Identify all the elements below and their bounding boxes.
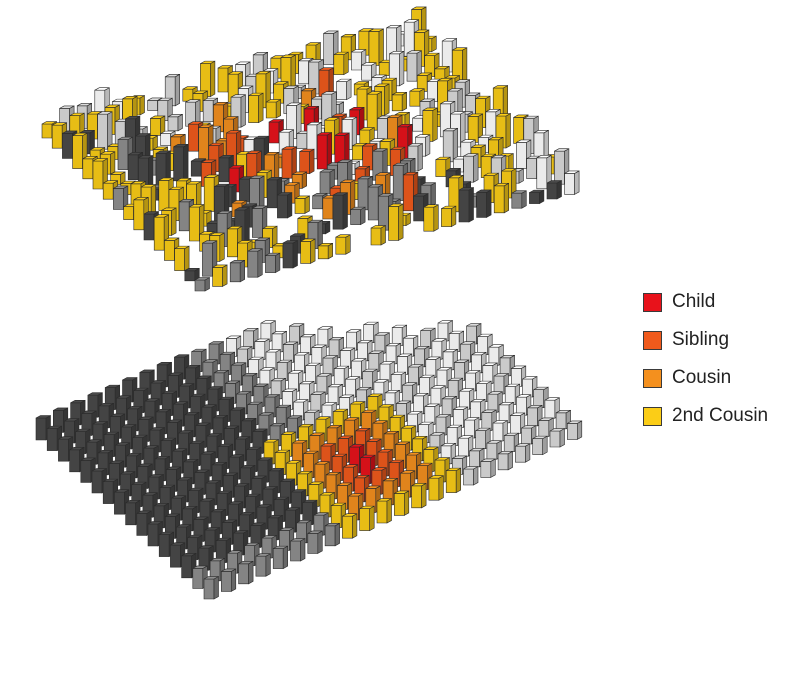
bar [567, 421, 582, 439]
bar [239, 561, 254, 583]
bar [230, 260, 245, 281]
bar [377, 499, 392, 523]
legend-swatch-2nd-cousin [643, 407, 662, 426]
bar [248, 249, 262, 277]
bar [441, 206, 456, 226]
bar [529, 190, 544, 203]
bar [498, 451, 512, 469]
bar [291, 539, 306, 561]
bar [464, 154, 479, 182]
legend-swatch-cousin [643, 369, 662, 388]
bar [336, 235, 351, 254]
bar [266, 100, 281, 118]
bar [195, 278, 210, 291]
bar [283, 241, 298, 268]
bar [342, 514, 357, 538]
bar [98, 112, 113, 149]
bar [334, 52, 349, 74]
legend-label-child: Child [672, 291, 715, 313]
bar [394, 491, 409, 515]
bar [265, 253, 280, 272]
bar [412, 483, 427, 507]
legend-label-sibling: Sibling [672, 329, 729, 351]
legend-item-sibling: Sibling [643, 321, 803, 359]
bar [300, 149, 315, 173]
bar [371, 226, 386, 245]
bar [360, 506, 375, 530]
bar [429, 476, 444, 500]
bar [369, 29, 384, 65]
bar [446, 468, 461, 492]
legend-label-2nd-cousin: 2nd Cousin [672, 405, 768, 427]
bar [204, 577, 219, 599]
bar [351, 207, 366, 224]
bar [459, 188, 474, 222]
bar [273, 546, 288, 568]
bar [494, 183, 509, 212]
bar [424, 205, 439, 231]
bar [547, 181, 562, 199]
bar [389, 204, 404, 240]
bar [477, 190, 492, 217]
legend-swatch-sibling [643, 331, 662, 350]
bar [533, 436, 548, 454]
bar [317, 133, 332, 169]
bar [392, 92, 407, 110]
bar [174, 144, 189, 180]
bar [221, 569, 236, 591]
bar [515, 444, 530, 462]
legend: Child Sibling Cousin 2nd Cousin [643, 283, 803, 435]
bar [277, 193, 292, 218]
bar [318, 243, 333, 258]
scattered-grid-panel [42, 7, 579, 291]
bar [175, 246, 190, 270]
bar [213, 265, 228, 286]
ordered-grid-panel [36, 321, 582, 599]
bar [464, 467, 479, 485]
bar [550, 429, 565, 447]
bar [308, 531, 323, 553]
bar [249, 93, 264, 122]
bar [337, 79, 352, 99]
legend-swatch-child [643, 293, 662, 312]
legend-label-cousin: Cousin [672, 367, 731, 389]
legend-item-2nd-cousin: 2nd Cousin [643, 397, 803, 435]
bar [565, 171, 580, 194]
bar [295, 196, 310, 213]
legend-item-child: Child [643, 283, 803, 321]
bar [325, 523, 340, 545]
bar [512, 191, 527, 208]
legend-item-cousin: Cousin [643, 359, 803, 397]
bar [301, 239, 316, 263]
bar [168, 114, 183, 130]
bar [481, 459, 496, 477]
bar [333, 193, 348, 229]
bar [256, 554, 271, 576]
